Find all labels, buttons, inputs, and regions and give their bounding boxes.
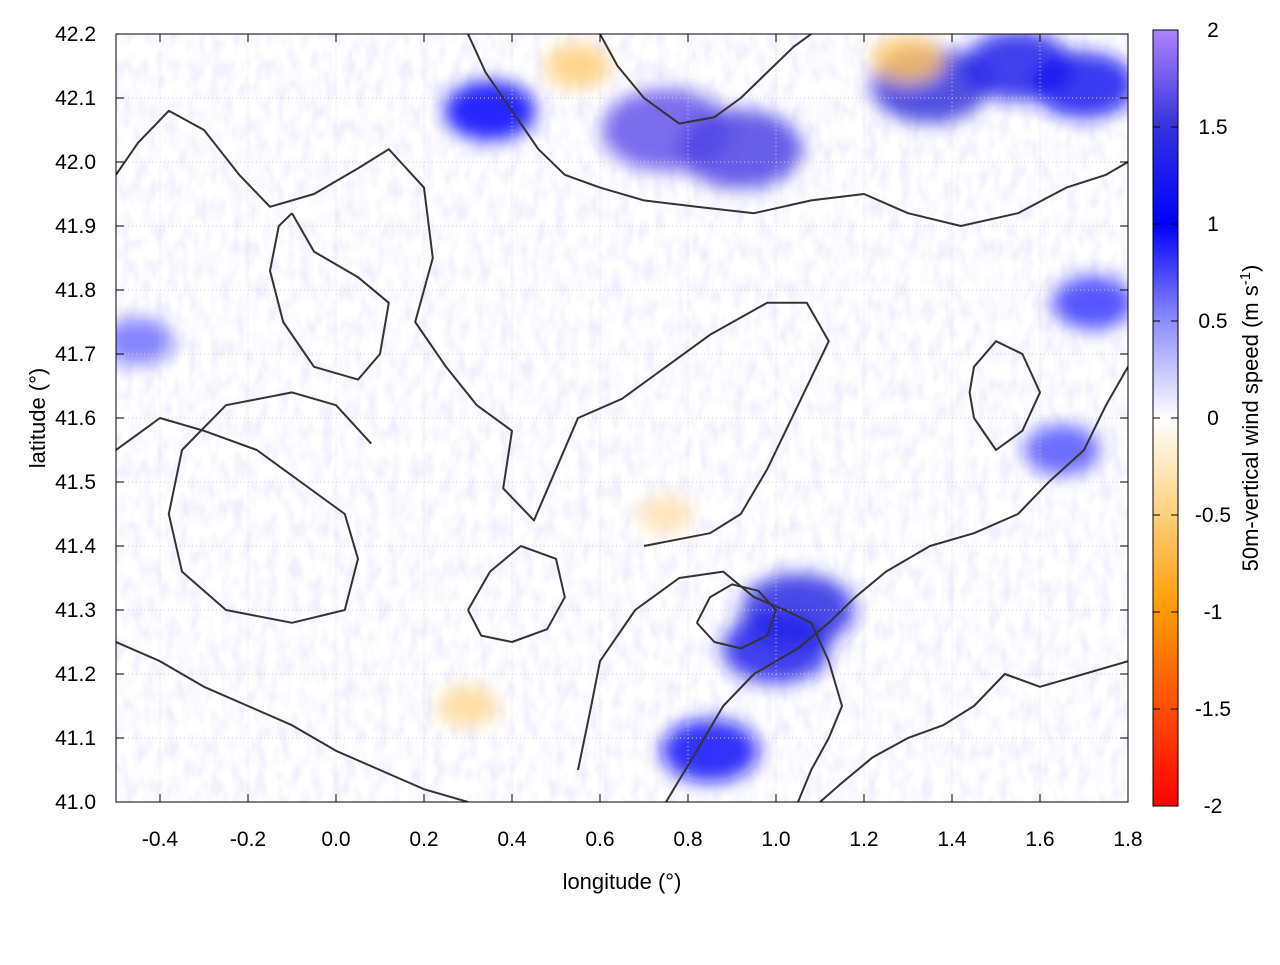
- colorbar-tick-label: -1: [1204, 601, 1223, 624]
- x-tick-label: 0.4: [497, 828, 527, 851]
- colorbar-tick-label: 0.5: [1198, 310, 1227, 333]
- colorbar-tick-label: 0: [1207, 407, 1219, 430]
- x-tick-label: 0.2: [409, 828, 438, 851]
- y-tick-label: 41.8: [55, 279, 96, 302]
- contour-line: [695, 583, 777, 650]
- colorbar-tick-label: -1.5: [1195, 698, 1231, 721]
- contour-line: [819, 660, 1128, 802]
- y-tick-label: 41.4: [55, 535, 96, 558]
- x-axis-ticks: -0.4 -0.2 0.0 0.2 0.4 0.6 0.8 1.0 1.2 1.4 1.6 1.8: [142, 34, 1143, 851]
- heatmap-field: [116, 34, 1128, 802]
- field-hotspot: [1023, 424, 1101, 476]
- field-hotspot: [1052, 276, 1128, 330]
- x-axis-title: longitude (°): [563, 869, 682, 894]
- contour-line: [968, 340, 1041, 451]
- x-tick-label: -0.2: [230, 828, 266, 851]
- y-axis-title: latitude (°): [25, 368, 50, 469]
- y-tick-label: 42.1: [55, 87, 96, 110]
- colorbar-tick-label: -2: [1204, 795, 1223, 818]
- contour-line: [116, 641, 469, 802]
- contour-lines: [116, 34, 1128, 802]
- colorbar: 2 1.5 1 0.5 0 -0.5 -1 -1.5 -2 50m-vertical wind …: [1152, 19, 1264, 818]
- x-tick-label: 1.2: [849, 828, 878, 851]
- y-tick-label: 41.9: [55, 215, 96, 238]
- colorbar-title-main: 50m-vertical wind speed (m s: [1238, 285, 1263, 571]
- field-hotspot: [1032, 52, 1128, 119]
- x-tick-label: 1.6: [1025, 828, 1054, 851]
- y-tick-label: 42.2: [55, 23, 96, 46]
- contour-line: [116, 391, 372, 624]
- x-tick-label: 1.8: [1113, 828, 1142, 851]
- y-tick-label: 42.0: [55, 151, 96, 174]
- contour-line: [467, 545, 566, 643]
- x-tick-label: 1.4: [937, 828, 967, 851]
- y-tick-label: 41.2: [55, 663, 96, 686]
- colorbar-tick-label: 1: [1207, 213, 1219, 236]
- field-hotspot: [638, 495, 694, 533]
- colorbar-title-sup: -1: [1237, 272, 1254, 285]
- contour-line: [269, 212, 390, 381]
- x-tick-label: -0.4: [142, 828, 179, 851]
- colorbar-ticks: 2 1.5 1 0.5 0 -0.5 -1 -1.5 -2: [1153, 19, 1231, 818]
- contour-line: [116, 109, 830, 547]
- y-tick-label: 41.0: [55, 791, 96, 814]
- field-hotspot: [679, 109, 803, 189]
- field-hotspot: [116, 317, 174, 365]
- y-axis-ticks: 41.0 41.1 41.2 41.3 41.4 41.5 41.6 41.7 41.8 41.9…: [55, 23, 1128, 814]
- colorbar-tick-label: 1.5: [1198, 116, 1227, 139]
- y-tick-label: 41.3: [55, 599, 96, 622]
- y-tick-label: 41.7: [55, 343, 96, 366]
- hotspot-layer: [116, 34, 1128, 783]
- contour-line: [599, 34, 812, 125]
- contour-line: [665, 366, 1128, 802]
- x-tick-label: 1.0: [761, 828, 790, 851]
- x-tick-label: 0.6: [585, 828, 614, 851]
- y-tick-label: 41.5: [55, 471, 96, 494]
- field-hotspot: [437, 685, 499, 727]
- field-hotspot: [545, 44, 611, 88]
- field-hotspot: [444, 80, 536, 141]
- y-tick-label: 41.6: [55, 407, 96, 430]
- colorbar-tick-label: -0.5: [1195, 504, 1231, 527]
- field-hotspot: [872, 36, 944, 84]
- contour-line: [467, 34, 1128, 227]
- field-hotspot: [722, 613, 830, 684]
- colorbar-title-end: ): [1238, 265, 1263, 272]
- colorbar-tick-label: 2: [1207, 19, 1219, 42]
- field-hotspot: [661, 719, 759, 783]
- x-tick-label: 0.0: [321, 828, 350, 851]
- x-tick-label: 0.8: [673, 828, 702, 851]
- colorbar-title: 50m-vertical wind speed (m s-1): [1237, 265, 1264, 572]
- y-tick-label: 41.1: [55, 727, 96, 750]
